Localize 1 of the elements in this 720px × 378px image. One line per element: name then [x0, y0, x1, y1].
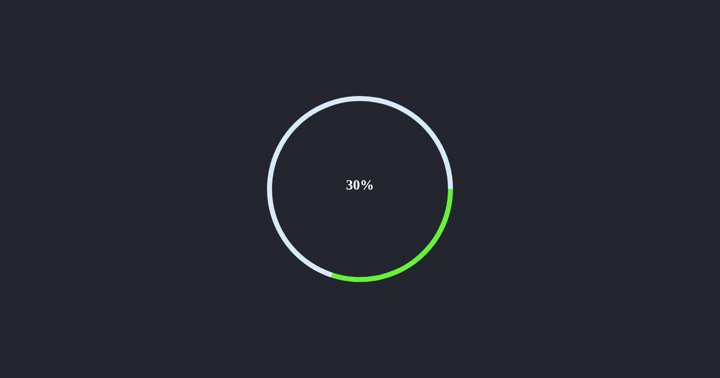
text: 30%: [346, 178, 374, 194]
